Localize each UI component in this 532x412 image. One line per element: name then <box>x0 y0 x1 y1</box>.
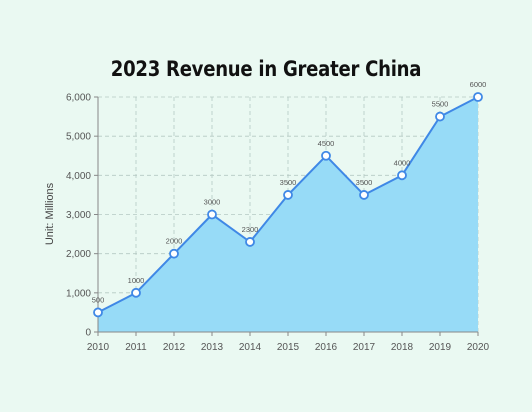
data-point-marker <box>283 190 293 200</box>
data-point-label: 3500 <box>280 178 297 187</box>
y-tick-label: 6,000 <box>66 93 91 104</box>
x-tick-label: 2018 <box>391 342 414 353</box>
data-point-label: 4000 <box>394 158 411 167</box>
x-tick-label: 2010 <box>87 342 110 353</box>
chart-title: 2023 Revenue in Greater China <box>110 57 422 81</box>
y-tick-label: 2,000 <box>66 249 91 260</box>
data-point-label: 6000 <box>470 80 487 89</box>
data-point-marker <box>93 307 103 318</box>
data-point-marker <box>397 170 407 181</box>
data-point-marker <box>435 111 445 122</box>
y-tick-label: 5,000 <box>66 132 91 143</box>
data-point-label: 3000 <box>204 198 221 207</box>
x-tick-label: 2013 <box>201 342 224 353</box>
data-point-label: 5500 <box>432 100 449 109</box>
y-tick-label: 3,000 <box>66 210 91 221</box>
y-tick-label: 4,000 <box>66 171 91 182</box>
data-point-label: 500 <box>92 295 105 304</box>
data-point-label: 2000 <box>166 237 183 246</box>
x-tick-label: 2015 <box>277 342 300 353</box>
data-point-marker <box>245 237 255 247</box>
x-tick-label: 2019 <box>429 342 452 353</box>
x-tick-label: 2016 <box>315 342 338 353</box>
x-tick-label: 2011 <box>125 342 147 353</box>
data-point-marker <box>359 190 369 200</box>
data-point-label: 3500 <box>356 178 373 187</box>
data-point-marker <box>473 92 483 102</box>
y-tick-label: 1,000 <box>66 288 91 299</box>
series-area-fill <box>98 97 478 332</box>
data-point-marker <box>131 287 141 298</box>
x-tick-label: 2012 <box>163 342 186 353</box>
data-point-label: 1000 <box>128 276 145 285</box>
x-tick-label: 2014 <box>239 342 262 353</box>
data-point-marker <box>321 150 331 161</box>
data-labels: 500 1000 2000 3000 2300 3500 4500 3500 4000 5500 6… <box>92 80 487 304</box>
x-tick-label: 2020 <box>467 342 490 353</box>
data-point-label: 2300 <box>242 225 259 234</box>
x-tick-label: 2017 <box>353 342 376 353</box>
data-points <box>93 92 483 318</box>
data-point-marker <box>169 248 179 259</box>
axes <box>94 96 479 336</box>
y-tick-label: 0 <box>85 328 91 339</box>
data-point-label: 4500 <box>318 139 335 148</box>
data-point-marker <box>207 209 217 220</box>
tick-labels: 0 1,000 2,000 3,000 4,000 5,000 6,000 2010 2011 2… <box>66 93 490 354</box>
